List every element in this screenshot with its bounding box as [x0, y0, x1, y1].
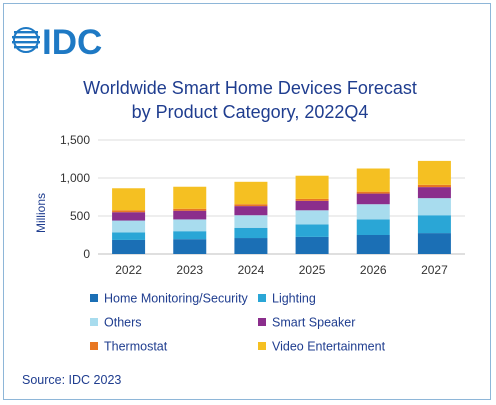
- x-tick-label: 2026: [360, 263, 387, 277]
- source-note: Source: IDC 2023: [22, 373, 121, 387]
- chart-title-line-2: by Product Category, 2022Q4: [132, 102, 369, 122]
- bar-segment-smart-speaker: [356, 193, 390, 205]
- bar-segment-lighting: [295, 224, 329, 237]
- bar-segment-smart-speaker: [173, 210, 207, 220]
- y-axis-label: Millions: [34, 193, 48, 233]
- bar-segment-thermostat: [356, 191, 390, 194]
- legend-label: Video Entertainment: [272, 340, 386, 354]
- legend: Home Monitoring/Security Lighting Others Sm…: [90, 292, 386, 354]
- bar-segment-lighting: [356, 219, 390, 235]
- idc-globe-icon: [12, 27, 40, 53]
- bar-segment-thermostat: [417, 184, 451, 188]
- bar-segment-home-monitoring-security: [356, 235, 390, 254]
- chart-title-line-1: Worldwide Smart Home Devices Forecast: [83, 78, 417, 98]
- idc-logo: IDC: [12, 23, 102, 62]
- bar-stack-2024: [234, 181, 268, 254]
- x-tick-labels: 2022 2023 2024 2025 2026 2027: [115, 263, 448, 277]
- bars: [112, 160, 451, 254]
- bar-segment-smart-speaker: [234, 206, 268, 216]
- legend-label: Thermostat: [104, 340, 168, 354]
- bar-segment-lighting: [417, 215, 451, 234]
- bar-segment-home-monitoring-security: [295, 236, 329, 254]
- y-tick-label: 500: [70, 209, 90, 223]
- x-tick-label: 2022: [115, 263, 142, 277]
- bar-segment-video-entertainment: [295, 175, 329, 199]
- bar-segment-thermostat: [112, 210, 146, 213]
- bar-segment-others: [295, 210, 329, 225]
- legend-item-others: Others: [90, 316, 142, 330]
- bar-stack-2027: [417, 160, 451, 254]
- bar-segment-others: [234, 215, 268, 228]
- legend-swatch: [90, 318, 98, 326]
- legend-label: Others: [104, 316, 142, 330]
- bar-segment-lighting: [234, 227, 268, 239]
- bar-segment-video-entertainment: [356, 168, 390, 192]
- bar-segment-others: [417, 198, 451, 216]
- bar-segment-thermostat: [173, 208, 207, 211]
- legend-item-smart-speaker: Smart Speaker: [258, 316, 355, 330]
- bar-segment-lighting: [112, 232, 146, 240]
- legend-swatch: [258, 342, 266, 350]
- legend-item-thermostat: Thermostat: [90, 340, 168, 354]
- bar-segment-smart-speaker: [417, 187, 451, 199]
- bar-segment-video-entertainment: [234, 181, 268, 205]
- legend-swatch: [258, 318, 266, 326]
- idc-logo-text: IDC: [42, 23, 102, 62]
- x-tick-label: 2024: [238, 263, 265, 277]
- bar-segment-smart-speaker: [295, 200, 329, 211]
- legend-item-video-entertainment: Video Entertainment: [258, 340, 386, 354]
- bar-stack-2022: [112, 188, 146, 254]
- bar-segment-others: [173, 219, 207, 232]
- legend-item-lighting: Lighting: [258, 292, 316, 306]
- bar-segment-home-monitoring-security: [173, 239, 207, 254]
- bar-segment-home-monitoring-security: [417, 233, 451, 254]
- bar-segment-video-entertainment: [417, 160, 451, 185]
- y-tick-label: 1,500: [60, 133, 90, 147]
- gridlines: [98, 139, 465, 255]
- y-tick-label: 1,000: [60, 171, 90, 185]
- legend-item-home-monitoring-security: Home Monitoring/Security: [90, 292, 249, 306]
- bar-stack-2025: [295, 175, 329, 254]
- bar-segment-others: [356, 204, 390, 220]
- legend-label: Home Monitoring/Security: [104, 292, 249, 306]
- bar-segment-video-entertainment: [112, 188, 146, 211]
- x-tick-label: 2027: [421, 263, 448, 277]
- x-tick-label: 2025: [299, 263, 326, 277]
- bar-segment-video-entertainment: [173, 186, 207, 209]
- legend-label: Lighting: [272, 292, 316, 306]
- bar-segment-thermostat: [295, 198, 329, 201]
- bar-segment-lighting: [173, 231, 207, 240]
- legend-swatch: [90, 342, 98, 350]
- y-tick-label: 0: [83, 247, 90, 261]
- x-tick-label: 2023: [176, 263, 203, 277]
- y-tick-labels: 0 500 1,000 1,500: [60, 133, 90, 261]
- legend-swatch: [258, 294, 266, 302]
- legend-label: Smart Speaker: [272, 316, 355, 330]
- bar-segment-smart-speaker: [112, 212, 146, 221]
- bar-stack-2026: [356, 168, 390, 254]
- bar-segment-others: [112, 220, 146, 233]
- bar-stack-2023: [173, 186, 207, 254]
- bar-segment-thermostat: [234, 204, 268, 207]
- legend-swatch: [90, 294, 98, 302]
- bar-segment-home-monitoring-security: [234, 238, 268, 254]
- bar-segment-home-monitoring-security: [112, 239, 146, 254]
